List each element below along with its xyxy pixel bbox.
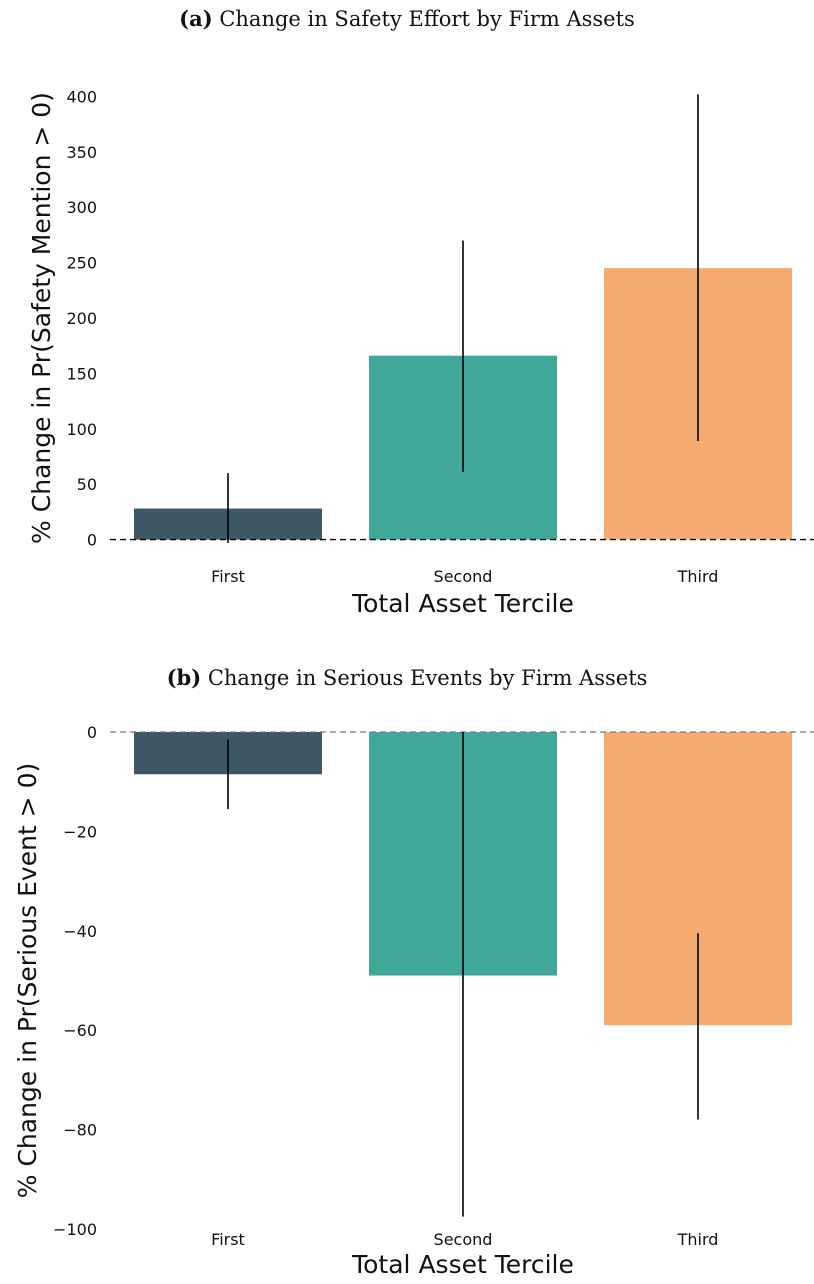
chart-title: (b) Change in Serious Events by Firm Ass… [0,665,814,690]
x-tick-label: Second [434,1230,493,1249]
y-tick-label: 300 [66,198,97,217]
y-axis-title: % Change in Pr(Safety Mention > 0) [27,92,56,544]
y-tick-label: −80 [63,1121,97,1140]
x-axis-title: Total Asset Tercile [351,589,574,618]
y-axis-title: % Change in Pr(Serious Event > 0) [13,763,42,1198]
y-tick-label: 400 [66,87,97,106]
panel-b: (b) Change in Serious Events by Firm Ass… [0,655,814,1279]
y-tick-label: 100 [66,420,97,439]
y-tick-label: 0 [87,531,97,550]
panel-a: (a) Change in Safety Effort by Firm Asse… [0,0,814,625]
y-tick-label: −60 [63,1021,97,1040]
y-tick-label: 250 [66,254,97,273]
y-tick-label: 0 [87,723,97,742]
x-tick-label: Third [677,1230,719,1249]
chart-title-text: Change in Safety Effort by Firm Assets [219,7,635,31]
chart-title-text: Change in Serious Events by Firm Assets [207,666,648,690]
x-tick-label: First [211,567,245,586]
y-tick-label: −20 [63,822,97,841]
y-tick-label: −40 [63,922,97,941]
x-tick-label: Second [434,567,493,586]
x-tick-label: Third [677,567,719,586]
y-tick-label: 350 [66,143,97,162]
y-tick-label: 150 [66,364,97,383]
y-tick-label: 50 [77,475,97,494]
chart-title: (a) Change in Safety Effort by Firm Asse… [0,6,814,31]
x-tick-label: First [211,1230,245,1249]
x-axis-title: Total Asset Tercile [351,1250,574,1279]
y-tick-label: −100 [53,1220,97,1239]
panel-label: (a) [179,6,213,31]
panel-label: (b) [166,665,202,690]
chart-b: 0 −20 −40 −60 −80 −100 First Second Third Total A… [13,723,814,1279]
chart-a: 0 50 100 150 200 250 300 350 400 First Second Third… [27,87,814,618]
y-tick-label: 200 [66,309,97,328]
